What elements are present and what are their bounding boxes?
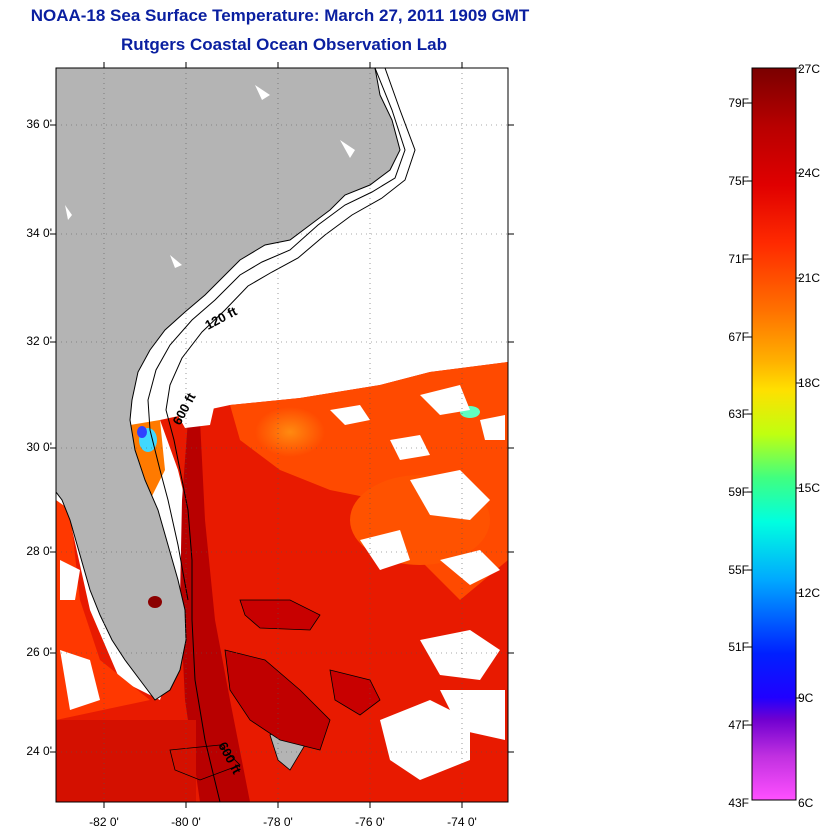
colorbar-f-51: 51F xyxy=(728,640,749,654)
cuba-coast xyxy=(169,744,241,781)
map-title: NOAA-18 Sea Surface Temperature: March 2… xyxy=(30,6,530,25)
lon-label-80: -80 0' xyxy=(171,815,201,829)
colorbar-c-21: 21C xyxy=(798,271,821,285)
lat-label-34: 34 0' xyxy=(26,226,52,240)
colorbar-c-12: 12C xyxy=(798,586,821,600)
inland-water xyxy=(340,140,355,158)
colorbar-f-79: 79F xyxy=(728,96,749,110)
bathymetry-contours xyxy=(147,68,416,802)
contour-600ft xyxy=(165,68,416,802)
inland-water xyxy=(255,85,270,100)
colorbar-ticks xyxy=(747,67,801,726)
lat-label-32: 32 0' xyxy=(26,334,52,348)
colorbar-c-15: 15C xyxy=(798,481,821,495)
colorbar-f-47: 47F xyxy=(728,718,749,732)
inland-water xyxy=(65,205,72,220)
lat-label-26: 26 0' xyxy=(26,645,52,659)
cloud-cover xyxy=(60,385,505,780)
bahamas-great-bank xyxy=(224,649,331,751)
colorbar-c-24: 24C xyxy=(798,166,821,180)
contour-120ft xyxy=(147,68,406,601)
colorbar-f-67: 67F xyxy=(728,330,749,344)
lat-label-24: 24 0' xyxy=(26,744,52,758)
colorbar-f-55: 55F xyxy=(728,563,749,577)
inland-water xyxy=(170,255,182,268)
colorbar-c-18: 18C xyxy=(798,376,821,390)
cold-patch xyxy=(137,426,147,438)
lake-okeechobee xyxy=(148,596,162,608)
bahamas-bank xyxy=(239,599,321,631)
graticule xyxy=(56,68,508,802)
warm-eddy xyxy=(255,407,325,457)
lon-label-74: -74 0' xyxy=(447,815,477,829)
lon-label-76: -76 0' xyxy=(355,815,385,829)
map-frame xyxy=(55,67,509,803)
colorbar-c-27: 27C xyxy=(798,62,821,76)
florida-straits-sst xyxy=(56,720,196,802)
colorbar-c-9: 9C xyxy=(798,691,814,705)
lon-label-82: -82 0' xyxy=(89,815,119,829)
map-area xyxy=(56,68,508,802)
gulf-stream-core xyxy=(180,420,250,802)
colorbar-c-6: 6C xyxy=(798,796,814,810)
land-us-southeast xyxy=(56,68,401,701)
map-subtitle: Rutgers Coastal Ocean Observation Lab xyxy=(121,35,447,54)
bahamas-east xyxy=(329,669,381,716)
colorbar-f-63: 63F xyxy=(728,407,749,421)
colorbar-f-59: 59F xyxy=(728,485,749,499)
colorbar-f-71: 71F xyxy=(728,252,749,266)
lon-label-78: -78 0' xyxy=(263,815,293,829)
colorbar-f-43: 43F xyxy=(728,796,749,810)
lat-label-28: 28 0' xyxy=(26,544,52,558)
lat-label-36: 36 0' xyxy=(26,117,52,131)
lat-label-30: 30 0' xyxy=(26,440,52,454)
colorbar-scale xyxy=(751,67,797,801)
colorbar-f-75: 75F xyxy=(728,174,749,188)
axis-ticks xyxy=(50,62,514,808)
